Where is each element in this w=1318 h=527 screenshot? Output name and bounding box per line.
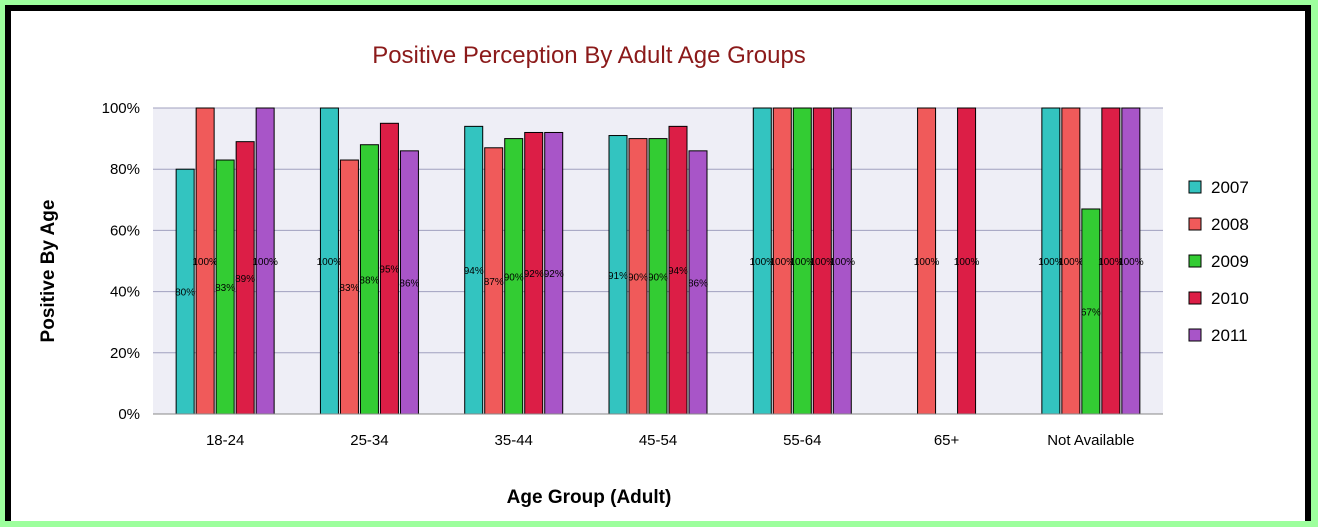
data-label: 80% bbox=[175, 288, 195, 299]
data-label: 100% bbox=[954, 257, 980, 268]
y-tick-label: 100% bbox=[102, 100, 140, 117]
legend-label: 2009 bbox=[1211, 252, 1249, 271]
x-tick-label: Not Available bbox=[1047, 432, 1134, 449]
y-tick-label: 40% bbox=[110, 284, 140, 301]
legend-label: 2011 bbox=[1211, 326, 1248, 345]
data-label: 94% bbox=[464, 266, 484, 277]
data-label: 87% bbox=[484, 277, 504, 288]
data-label: 100% bbox=[1118, 257, 1144, 268]
x-tick-label: 18-24 bbox=[206, 432, 244, 449]
data-label: 100% bbox=[914, 257, 940, 268]
data-label: 90% bbox=[628, 272, 648, 283]
y-tick-label: 0% bbox=[118, 406, 140, 423]
x-tick-label: 45-54 bbox=[639, 432, 677, 449]
y-axis-title: Positive By Age bbox=[38, 200, 59, 343]
chart-title: Positive Perception By Adult Age Groups bbox=[372, 42, 806, 69]
data-label: 95% bbox=[379, 265, 399, 276]
data-label: 83% bbox=[215, 283, 235, 294]
data-label: 100% bbox=[192, 257, 218, 268]
data-label: 86% bbox=[688, 278, 708, 289]
plot-area: 0%20%40%60%80%100%80%100%83%89%100%18-24… bbox=[102, 100, 1163, 449]
legend-swatch bbox=[1188, 254, 1202, 268]
legend-label: 2010 bbox=[1211, 289, 1249, 308]
x-tick-label: 65+ bbox=[934, 432, 960, 449]
legend-label: 2007 bbox=[1211, 178, 1249, 197]
data-label: 86% bbox=[399, 278, 419, 289]
data-label: 90% bbox=[648, 272, 668, 283]
y-tick-label: 60% bbox=[110, 222, 140, 239]
data-label: 91% bbox=[608, 271, 628, 282]
legend-swatch bbox=[1188, 180, 1202, 194]
data-label: 92% bbox=[544, 269, 564, 280]
legend-label: 2008 bbox=[1211, 215, 1249, 234]
data-label: 100% bbox=[809, 257, 835, 268]
x-tick-label: 25-34 bbox=[350, 432, 388, 449]
x-tick-label: 55-64 bbox=[783, 432, 821, 449]
data-label: 89% bbox=[235, 274, 255, 285]
data-label: 67% bbox=[1081, 307, 1101, 318]
data-label: 100% bbox=[252, 257, 278, 268]
data-label: 83% bbox=[339, 283, 359, 294]
data-label: 100% bbox=[749, 257, 775, 268]
chart-frame: Positive Perception By Adult Age Groups … bbox=[5, 5, 1311, 521]
legend-swatch bbox=[1188, 328, 1202, 342]
data-label: 92% bbox=[524, 269, 544, 280]
data-label: 100% bbox=[1098, 257, 1124, 268]
data-label: 100% bbox=[1058, 257, 1084, 268]
legend-swatch bbox=[1188, 291, 1202, 305]
bar-chart: Positive Perception By Adult Age Groups … bbox=[38, 42, 1249, 508]
legend-swatch bbox=[1188, 217, 1202, 231]
data-label: 100% bbox=[317, 257, 343, 268]
data-label: 100% bbox=[789, 257, 815, 268]
legend: 2007 2008 2009 2010 2011 bbox=[1188, 178, 1249, 345]
data-label: 88% bbox=[359, 275, 379, 286]
y-tick-label: 20% bbox=[110, 345, 140, 362]
x-axis-title: Age Group (Adult) bbox=[507, 487, 672, 508]
data-label: 100% bbox=[829, 257, 855, 268]
x-tick-label: 35-44 bbox=[495, 432, 533, 449]
data-label: 100% bbox=[1038, 257, 1064, 268]
y-tick-label: 80% bbox=[110, 161, 140, 178]
data-label: 94% bbox=[668, 266, 688, 277]
data-label: 90% bbox=[504, 272, 524, 283]
data-label: 100% bbox=[769, 257, 795, 268]
